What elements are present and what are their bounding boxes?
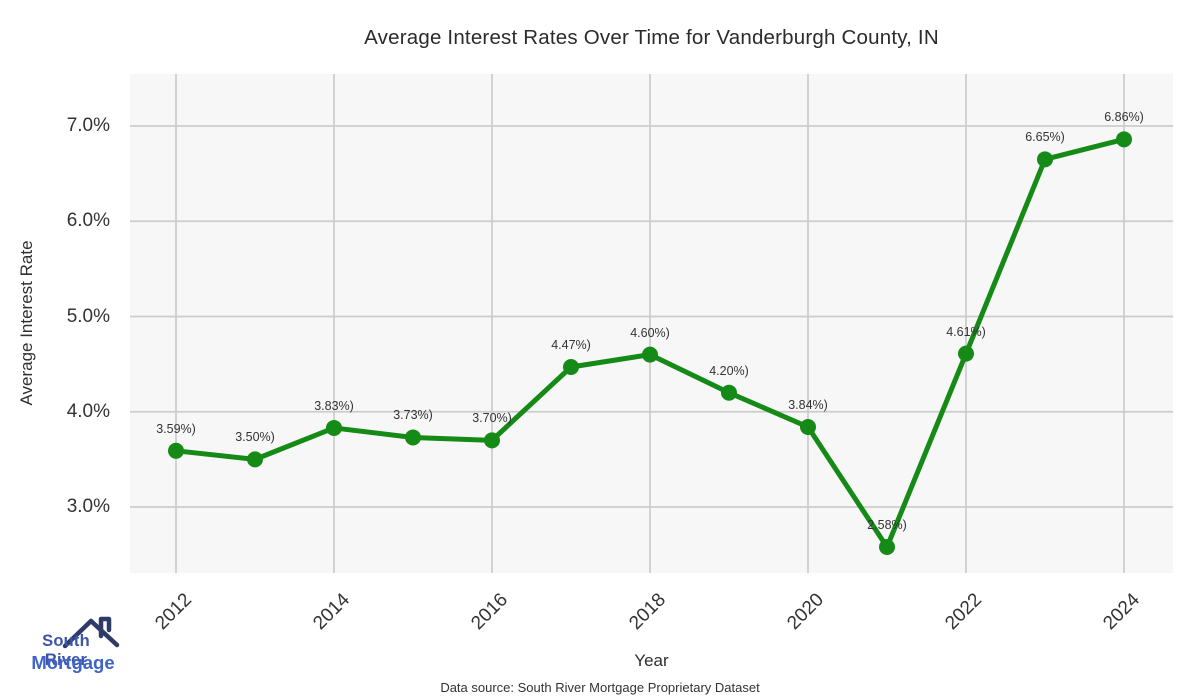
data-point-marker bbox=[563, 358, 579, 375]
y-axis-title: Average Interest Rate bbox=[17, 240, 36, 406]
data-point-marker bbox=[168, 442, 184, 459]
data-point-marker bbox=[484, 432, 500, 449]
y-tick-label: 5.0% bbox=[66, 305, 110, 327]
point-label: 3.70%) bbox=[472, 411, 512, 426]
plot-area bbox=[130, 74, 1173, 573]
y-tick-label: 3.0% bbox=[66, 496, 110, 517]
y-tick-label: 4.0% bbox=[66, 400, 110, 422]
y-tick-label: 6.0% bbox=[66, 210, 110, 232]
point-label: 4.60%) bbox=[630, 325, 670, 340]
data-point-marker bbox=[879, 539, 895, 556]
point-label: 6.65%) bbox=[1025, 130, 1065, 145]
data-point-marker bbox=[642, 346, 658, 363]
data-point-marker bbox=[800, 418, 816, 435]
point-label: 6.86%) bbox=[1104, 110, 1144, 125]
data-point-marker bbox=[1116, 131, 1132, 148]
point-label: 4.61%) bbox=[946, 324, 986, 339]
point-label: 2.58%) bbox=[867, 518, 907, 532]
point-label: 3.50%) bbox=[235, 430, 275, 445]
data-point-marker bbox=[721, 384, 737, 401]
point-label: 3.83%) bbox=[314, 398, 354, 413]
point-label: 3.84%) bbox=[788, 397, 828, 412]
point-label: 4.20%) bbox=[709, 363, 749, 378]
logo-text-line2: Mortgage bbox=[31, 652, 115, 673]
logo: South River Mortgage bbox=[0, 595, 135, 690]
data-point-marker bbox=[247, 451, 263, 468]
chart-title: Average Interest Rates Over Time for Van… bbox=[364, 26, 939, 49]
y-tick-label: 7.0% bbox=[66, 115, 110, 136]
point-label: 3.73%) bbox=[393, 408, 433, 423]
logo-text-line1: South River bbox=[42, 632, 90, 669]
x-axis-title: Year bbox=[634, 651, 669, 670]
data-point-marker bbox=[326, 419, 342, 436]
data-point-marker bbox=[405, 429, 421, 446]
data-source-note: Data source: South River Mortgage Propri… bbox=[440, 680, 760, 695]
point-label: 4.47%) bbox=[551, 337, 591, 352]
data-point-marker bbox=[958, 345, 974, 362]
house-roof-icon bbox=[62, 616, 120, 649]
point-label: 3.59%) bbox=[156, 421, 196, 436]
data-point-marker bbox=[1037, 151, 1053, 168]
